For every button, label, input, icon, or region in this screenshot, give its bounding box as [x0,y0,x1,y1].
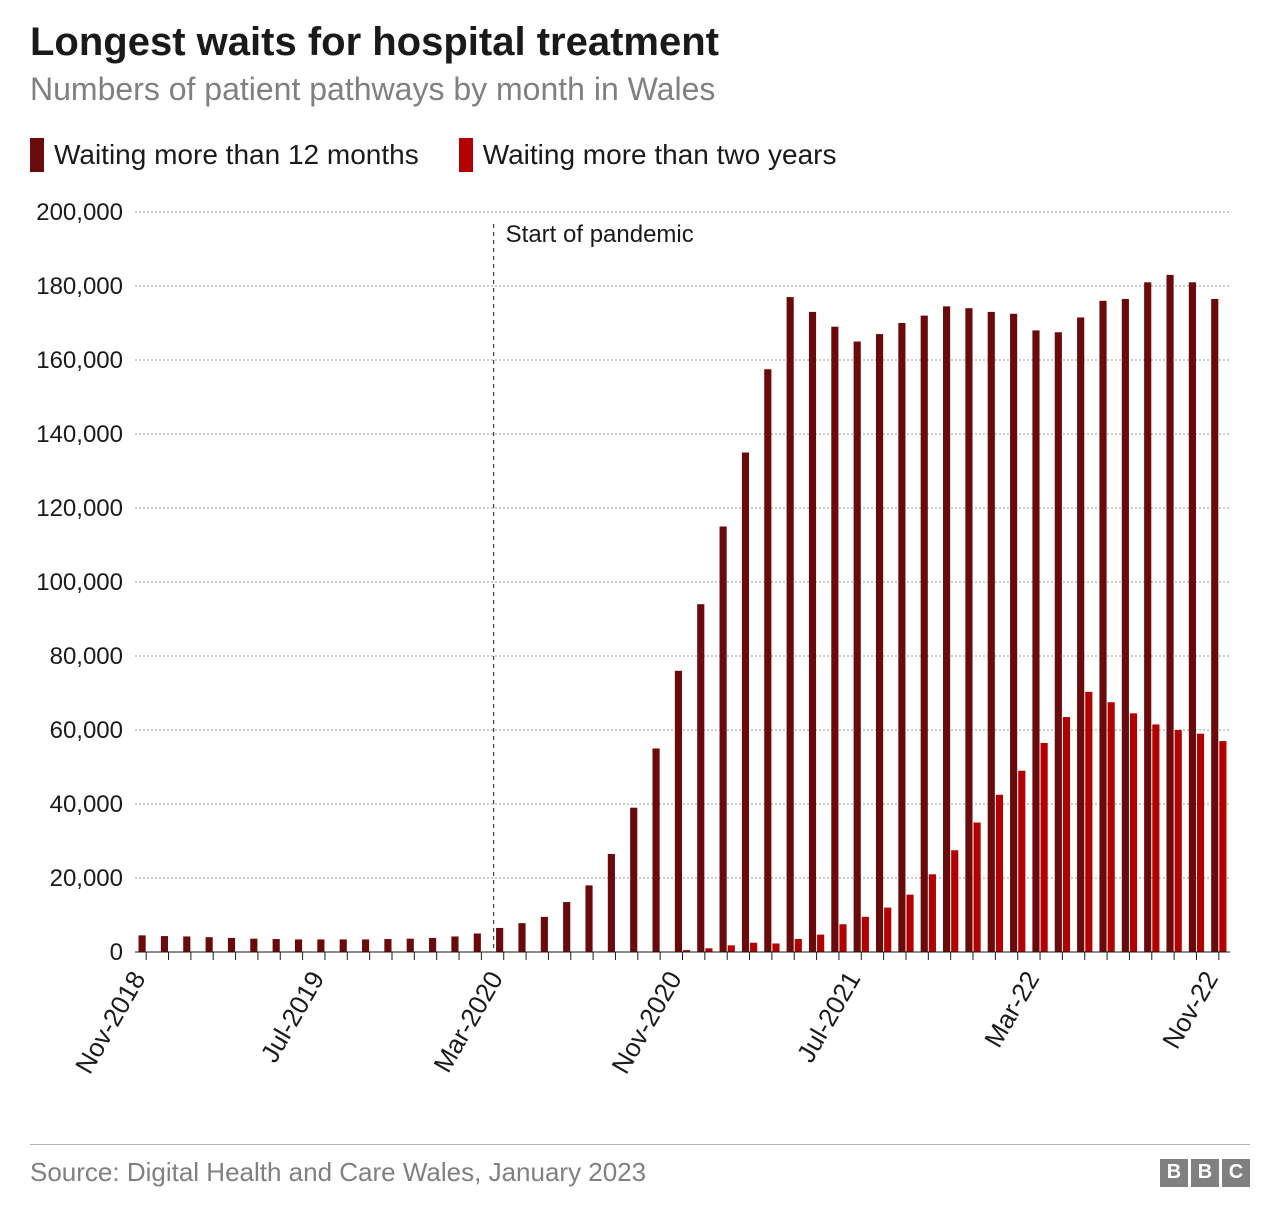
svg-text:Start of pandemic: Start of pandemic [506,221,694,248]
legend-label: Waiting more than two years [483,139,837,171]
svg-text:Mar-2020: Mar-2020 [427,966,509,1077]
svg-text:Nov-2020: Nov-2020 [605,966,687,1079]
svg-text:140,000: 140,000 [36,421,123,448]
svg-text:40,000: 40,000 [50,791,123,818]
svg-text:60,000: 60,000 [50,717,123,744]
svg-text:Jul-2019: Jul-2019 [254,966,330,1067]
svg-text:Nov-22: Nov-22 [1156,966,1224,1054]
svg-text:80,000: 80,000 [50,643,123,670]
svg-text:0: 0 [110,939,123,966]
bbc-logo-box: C [1222,1159,1250,1187]
chart-title: Longest waits for hospital treatment [30,20,1250,65]
svg-text:100,000: 100,000 [36,569,123,596]
bbc-logo-box: B [1191,1159,1219,1187]
bbc-logo-box: B [1160,1159,1188,1187]
svg-text:160,000: 160,000 [36,347,123,374]
svg-text:180,000: 180,000 [36,273,123,300]
chart-footer: Source: Digital Health and Care Wales, J… [30,1144,1250,1188]
svg-text:Mar-22: Mar-22 [978,966,1045,1052]
legend-swatch-12months [30,138,44,172]
svg-text:Nov-2018: Nov-2018 [69,966,151,1079]
chart-container: Longest waits for hospital treatment Num… [0,0,1280,1208]
svg-text:Jul-2021: Jul-2021 [791,966,867,1067]
legend-label: Waiting more than 12 months [54,139,419,171]
legend-item-12months: Waiting more than 12 months [30,138,419,172]
legend-swatch-2years [459,138,473,172]
source-text: Source: Digital Health and Care Wales, J… [30,1157,646,1188]
legend-item-2years: Waiting more than two years [459,138,837,172]
chart-legend: Waiting more than 12 months Waiting more… [30,138,1250,172]
svg-text:200,000: 200,000 [36,202,123,226]
svg-text:20,000: 20,000 [50,865,123,892]
chart-plot-area: 0 20,000 40,000 60,000 80,000 100,000 120,000 1… [30,202,1250,1122]
chart-subtitle: Numbers of patient pathways by month in … [30,71,1250,108]
bbc-logo: B B C [1160,1159,1250,1187]
chart-svg: 0 20,000 40,000 60,000 80,000 100,000 120,000 1… [30,202,1250,1122]
svg-text:120,000: 120,000 [36,495,123,522]
